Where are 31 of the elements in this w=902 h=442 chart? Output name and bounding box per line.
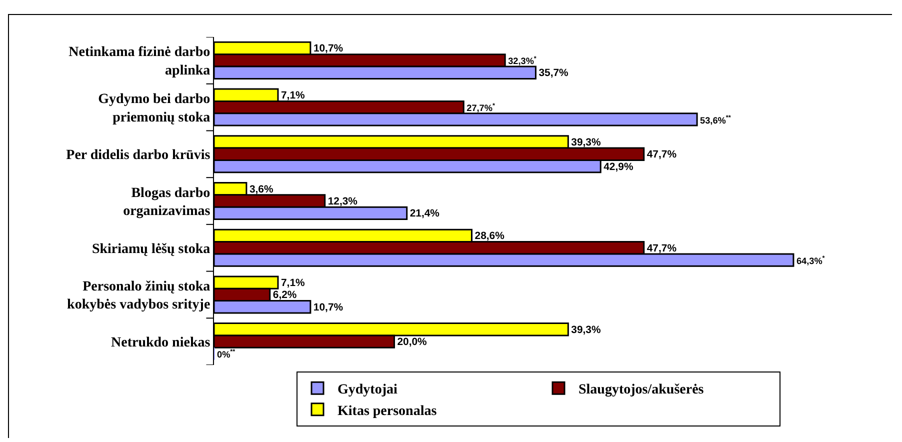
data-label: 21,4% — [410, 208, 440, 220]
y-tick-label: Netrukdo niekas — [111, 335, 211, 350]
data-label: 10,7% — [313, 302, 344, 314]
data-label: 28,6% — [474, 231, 504, 242]
data-label: 47,7% — [646, 243, 676, 254]
data-label: 20,0% — [397, 337, 427, 348]
data-label: 27,7%$^{*}$ — [466, 102, 496, 114]
data-label: 39,3% — [571, 137, 601, 148]
data-label: 39,3% — [571, 324, 601, 336]
data-label: 32,3%$^{*}$ — [508, 55, 537, 66]
data-label: 53,6%$^{**}$ — [700, 114, 732, 126]
data-label: 47,7% — [646, 150, 676, 161]
y-tick-label: Blogas darbo organizavimas — [123, 186, 211, 219]
y-tick-label: Gydymo bei darbo priemonių stoka — [98, 92, 210, 126]
data-label: 0%$^{**}$ — [217, 348, 236, 360]
data-label: 7,1% — [280, 278, 305, 290]
data-label: 12,3% — [328, 196, 358, 208]
data-label: 6,2% — [272, 290, 297, 302]
data-label: 64,3%$^{*}$ — [796, 255, 826, 266]
legend-label: Gydytojai — [338, 382, 398, 398]
data-label: 35,7% — [538, 68, 568, 80]
y-tick-label: Netinkama fizinė darbo aplinka — [68, 45, 210, 78]
data-label: 10,7% — [313, 44, 344, 55]
data-label: 3,6% — [249, 184, 274, 196]
y-tick-label: Per didelis darbo krūvis — [66, 148, 211, 164]
data-label: 7,1% — [280, 90, 305, 102]
data-label: 42,9% — [604, 162, 634, 173]
legend-label: Kitas personalas — [338, 404, 438, 419]
y-tick-label: Skiriamų lėšų stoka — [92, 242, 210, 257]
legend-label: Slaugytojos/akušerės — [578, 382, 704, 398]
y-tick-label: Personalo žinių stoka kokybės vadybos srityje — [67, 280, 210, 313]
